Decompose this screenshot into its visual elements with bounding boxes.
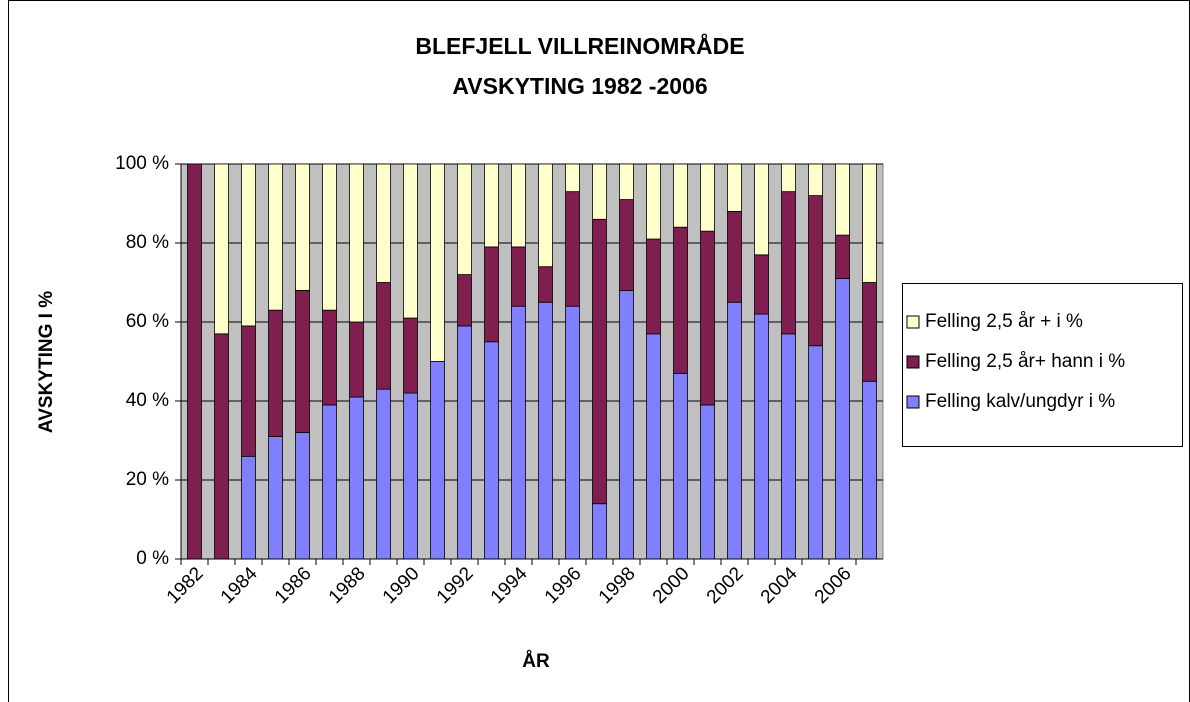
bar-segment [808, 345, 823, 560]
bar-segment [403, 392, 418, 560]
bar-segment [295, 163, 310, 291]
bar-segment [592, 163, 607, 220]
bar-segment [403, 317, 418, 394]
bar-segment [376, 163, 391, 283]
y-tick-label: 20 % [126, 469, 169, 490]
bar-segment [646, 333, 661, 560]
bar-segment [241, 325, 256, 457]
plot-area [180, 163, 884, 560]
bar-segment [457, 325, 472, 560]
y-tick-label: 40 % [126, 390, 169, 411]
bar-segment [349, 321, 364, 398]
bar-segment [619, 163, 634, 200]
chart-title: BLEFJELL VILLREINOMRÅDE [415, 32, 744, 59]
bar-segment [241, 455, 256, 560]
bar-segment [754, 313, 769, 560]
bar-segment [349, 396, 364, 560]
bar-segment [673, 226, 688, 374]
bar-segment [403, 163, 418, 319]
legend-label: Felling kalv/ungdyr i % [925, 391, 1115, 412]
chart-title: AVSKYTING 1982 -2006 [452, 73, 707, 99]
bar-segment [862, 163, 877, 283]
bar-segment [835, 278, 850, 560]
bar-segment [511, 246, 526, 307]
bar-segment [484, 341, 499, 560]
bar-segment [646, 163, 661, 240]
bar-segment [700, 163, 715, 232]
y-tick-label: 60 % [126, 311, 169, 332]
bar-segment [862, 380, 877, 560]
bar-segment [457, 163, 472, 275]
legend-label: Felling 2,5 år + i % [925, 311, 1083, 332]
legend-swatch [906, 315, 920, 329]
bar-segment [646, 238, 661, 335]
y-tick-label: 0 % [136, 548, 169, 569]
bar-segment [565, 163, 580, 193]
bar-segment [565, 305, 580, 560]
bar-segment [376, 388, 391, 560]
bar-segment [781, 163, 796, 193]
bar-segment [565, 191, 580, 307]
bar-segment [781, 333, 796, 560]
bar-segment [295, 432, 310, 560]
y-axis-label: AVSKYTING I % [36, 291, 57, 433]
bar-segment [430, 361, 445, 560]
bar-segment [727, 301, 742, 560]
bar-segment [376, 282, 391, 390]
bar-segment [187, 163, 202, 560]
legend-box [902, 283, 1183, 447]
bar-segment [538, 266, 553, 303]
x-axis-label: ÅR [522, 651, 550, 672]
bar-segment [700, 404, 715, 560]
y-tick-label: 100 % [115, 153, 169, 174]
legend-swatch [906, 395, 920, 409]
bar-segment [808, 195, 823, 347]
bar-segment [511, 163, 526, 248]
bar-segment [322, 404, 337, 560]
bar-segment [754, 163, 769, 256]
bar-segment [673, 163, 688, 228]
bar-segment [511, 305, 526, 560]
bar-segment [484, 246, 499, 343]
bar-segment [214, 333, 229, 560]
bar-segment [754, 254, 769, 315]
bar-segment [268, 436, 283, 560]
bar-segment [592, 503, 607, 560]
bar-segment [241, 163, 256, 327]
bar-segment [430, 163, 445, 362]
bar-segment [808, 163, 823, 197]
bar-segment [538, 301, 553, 560]
bar-segment [727, 163, 742, 212]
bar-segment [727, 210, 742, 303]
bar-segment [295, 289, 310, 433]
bar-segment [322, 309, 337, 406]
bar-segment [781, 191, 796, 335]
bar-segment [322, 163, 337, 311]
bar-segment [619, 289, 634, 560]
bar-segment [457, 274, 472, 327]
bar-segment [349, 163, 364, 323]
bar-segment [214, 163, 229, 335]
bar-segment [700, 230, 715, 406]
bar-segment [268, 309, 283, 437]
legend-swatch [906, 355, 920, 369]
bar-segment [835, 234, 850, 279]
bar-segment [484, 163, 499, 248]
bar-segment [862, 282, 877, 382]
y-tick-label: 80 % [126, 232, 169, 253]
bar-segment [592, 218, 607, 505]
bar-segment [268, 163, 283, 311]
bar-segment [673, 372, 688, 560]
bar-segment [619, 199, 634, 291]
legend-label: Felling 2,5 år+ hann i % [925, 351, 1125, 372]
bar-segment [538, 163, 553, 268]
bar-segment [835, 163, 850, 236]
